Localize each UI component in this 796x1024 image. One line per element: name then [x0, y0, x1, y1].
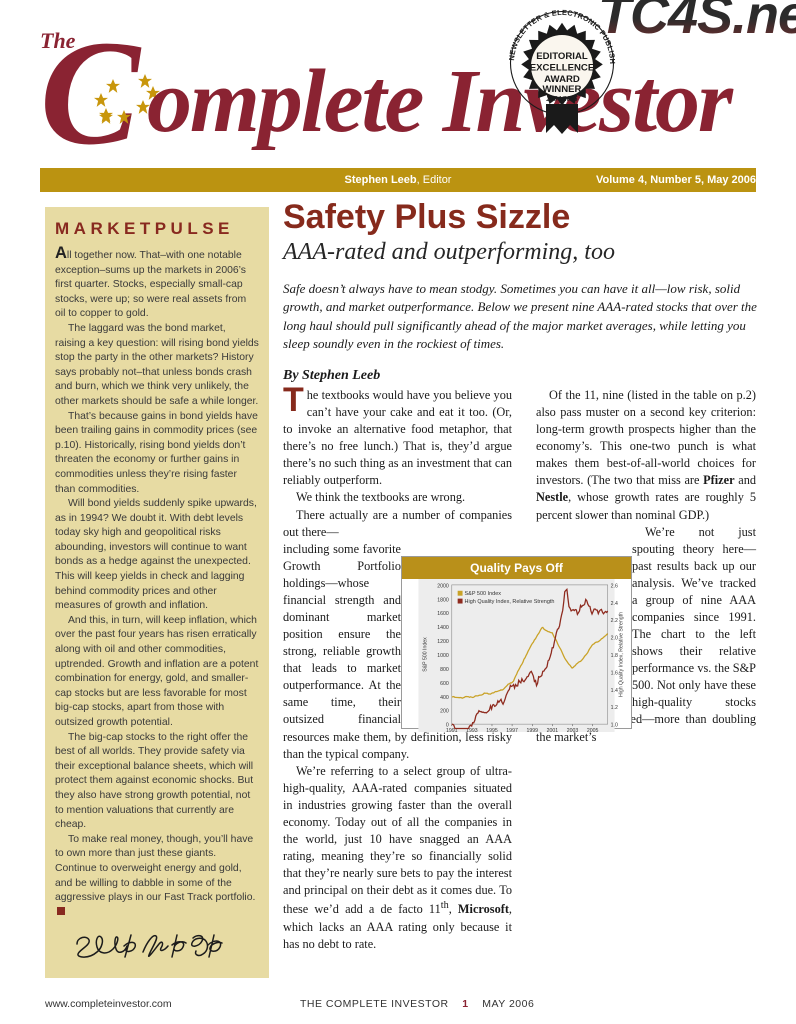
- svg-text:EDITORIAL: EDITORIAL: [536, 51, 588, 62]
- svg-text:High Quality Index, Relative S: High Quality Index, Relative Strength: [465, 599, 555, 605]
- svg-text:2.2: 2.2: [611, 618, 618, 624]
- svg-text:1800: 1800: [437, 597, 449, 603]
- svg-text:2001: 2001: [547, 728, 559, 732]
- svg-text:1400: 1400: [437, 625, 449, 631]
- svg-text:High Quality Index, Relative S: High Quality Index, Relative Strength: [618, 612, 624, 697]
- svg-text:2.4: 2.4: [611, 601, 618, 607]
- svg-text:2.6: 2.6: [611, 583, 618, 589]
- svg-text:2000: 2000: [437, 583, 449, 589]
- svg-text:800: 800: [440, 667, 449, 673]
- svg-text:400: 400: [440, 695, 449, 701]
- svg-text:1000: 1000: [437, 653, 449, 659]
- svg-text:S&P 500 Index: S&P 500 Index: [422, 637, 428, 672]
- svg-text:2005: 2005: [587, 728, 599, 732]
- svg-text:EXCELLENCE: EXCELLENCE: [530, 63, 595, 74]
- svg-text:1600: 1600: [437, 611, 449, 617]
- svg-text:600: 600: [440, 681, 449, 687]
- svg-text:1.6: 1.6: [611, 670, 618, 676]
- svg-text:1.8: 1.8: [611, 653, 618, 659]
- svg-text:S&P 500 Index: S&P 500 Index: [465, 591, 502, 597]
- svg-text:2004/2005: 2004/2005: [545, 94, 578, 103]
- svg-text:1.0: 1.0: [611, 723, 618, 729]
- svg-text:1995: 1995: [486, 728, 498, 732]
- svg-text:1.2: 1.2: [611, 705, 618, 711]
- svg-text:1.4: 1.4: [611, 688, 618, 694]
- svg-text:200: 200: [440, 709, 449, 715]
- svg-text:2.0: 2.0: [611, 636, 618, 642]
- svg-text:2003: 2003: [567, 728, 579, 732]
- svg-text:1200: 1200: [437, 639, 449, 645]
- svg-text:1999: 1999: [527, 728, 539, 732]
- svg-text:1997: 1997: [506, 728, 518, 732]
